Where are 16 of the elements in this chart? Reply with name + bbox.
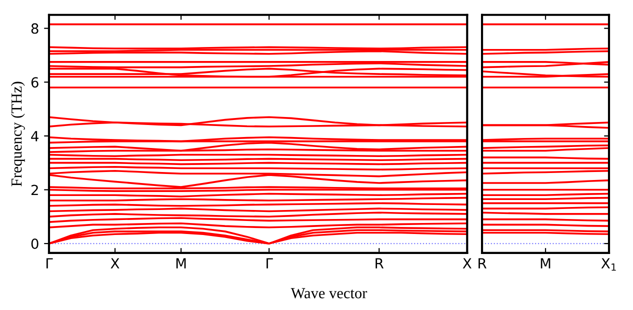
x-axis-title: Wave vector (290, 288, 368, 298)
x-tick-label: Γ (266, 258, 273, 268)
x-tick-label: X (462, 258, 472, 268)
y-tick-label: 6 (31, 77, 38, 88)
x-tick-label: R (376, 258, 384, 268)
y-axis-title: Frequency (THz) (10, 82, 25, 186)
x-tick-label: Γ (46, 258, 53, 268)
x-tick-label: M (540, 258, 550, 268)
x-tick-label: M (176, 258, 186, 268)
y-tick-label: 2 (31, 184, 38, 196)
x-tick-label: R (478, 258, 486, 268)
y-tick-label: 4 (31, 131, 38, 142)
y-tick-label: 8 (31, 23, 38, 34)
x-tick-label: X (110, 258, 120, 268)
x-tick-label: X$_{1}$ (601, 258, 616, 271)
y-tick-label: 0 (31, 238, 38, 250)
